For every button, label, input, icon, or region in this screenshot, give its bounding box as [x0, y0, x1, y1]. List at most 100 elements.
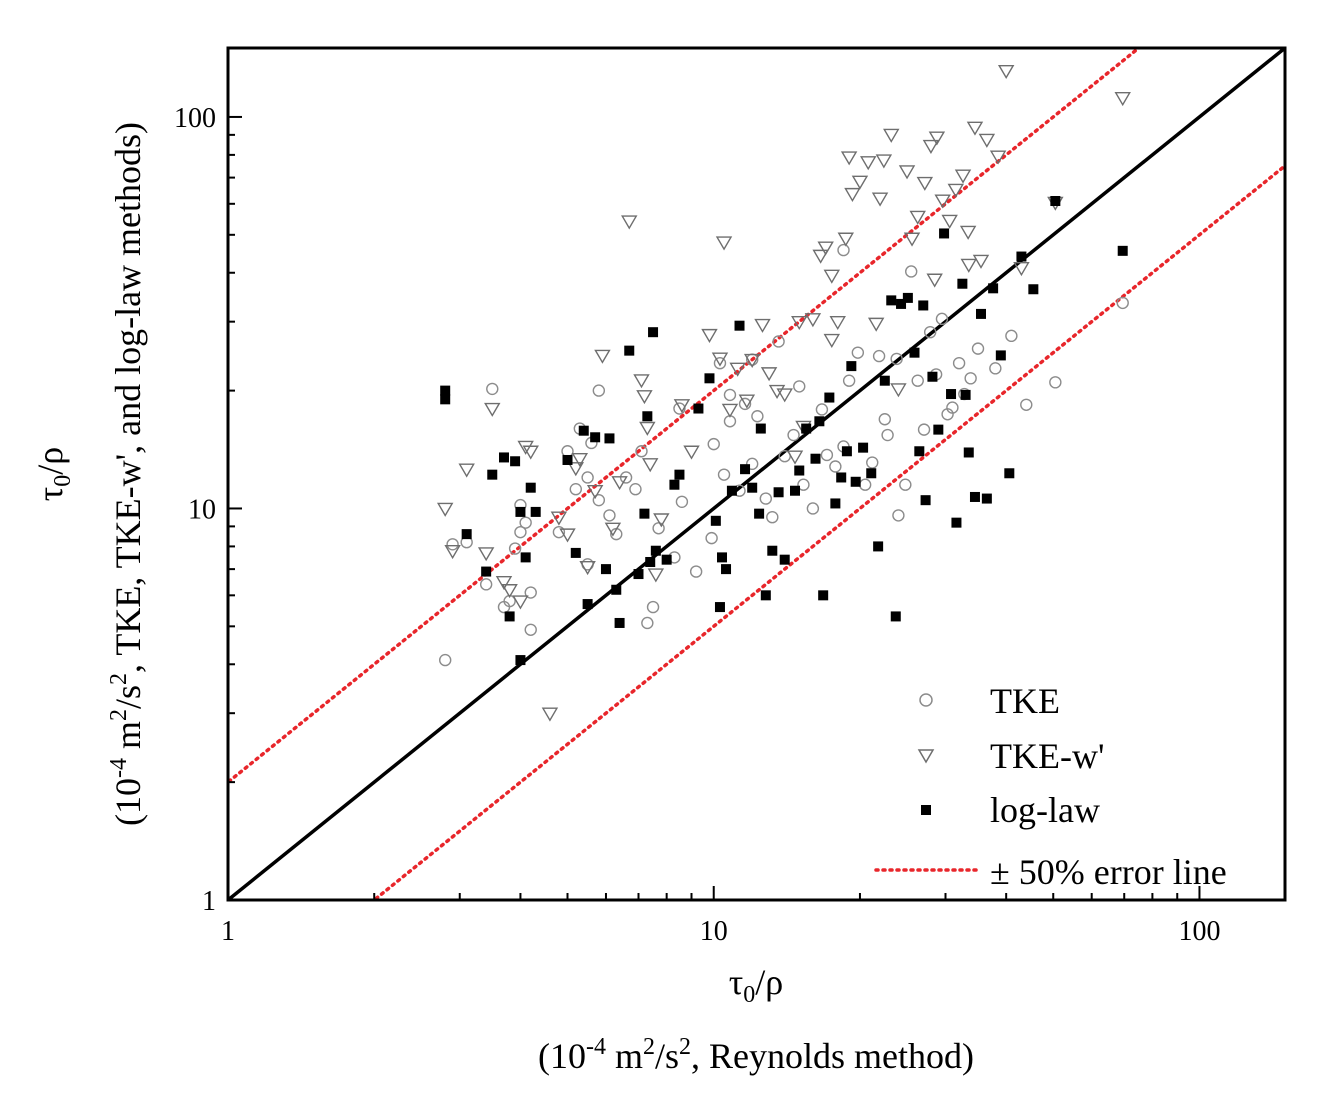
point-log-law: [773, 487, 784, 498]
point-tke-w: [823, 269, 841, 284]
point-tke: [751, 410, 764, 423]
point-tke-w: [683, 445, 700, 460]
point-tke-w: [890, 383, 907, 398]
point-tke: [842, 374, 856, 387]
point-tke: [603, 509, 616, 522]
point-tke: [438, 653, 452, 667]
point-log-law: [710, 515, 721, 526]
point-log-law: [639, 508, 650, 519]
point-log-law: [669, 479, 680, 490]
point-tke: [723, 388, 737, 402]
legend-label-tke: TKE: [990, 681, 1060, 721]
point-tke-w: [559, 528, 576, 543]
point-tke: [766, 510, 779, 524]
legend-label-error-line: ± 50% error line: [990, 852, 1227, 892]
point-log-law: [604, 433, 615, 444]
point-tke-w: [653, 513, 670, 528]
point-log-law: [755, 423, 766, 434]
point-log-law: [754, 508, 765, 519]
point-log-law: [801, 423, 812, 434]
point-log-law: [740, 464, 751, 475]
legend-marker-log-law: [921, 805, 931, 815]
point-log-law: [933, 424, 944, 435]
point-tke: [1005, 329, 1018, 343]
point-tke-w: [823, 333, 841, 348]
point-tke-w: [867, 317, 885, 332]
point-log-law: [890, 611, 901, 622]
point-tke: [923, 325, 937, 339]
point-tke: [552, 525, 566, 539]
point-tke-w: [743, 353, 761, 368]
point-log-law: [794, 465, 805, 476]
point-log-law: [481, 566, 492, 577]
point-tke: [569, 483, 582, 496]
point-tke: [793, 380, 806, 393]
point-log-law: [734, 320, 745, 331]
point-tke-w: [875, 154, 893, 169]
point-tke: [717, 468, 731, 481]
point-log-law: [920, 495, 931, 506]
point-log-law: [790, 485, 801, 496]
point-tke-w: [844, 187, 861, 203]
point-tke: [797, 478, 810, 491]
point-log-law: [963, 447, 974, 458]
point-tke: [829, 460, 842, 473]
point-log-law: [939, 228, 950, 239]
point-log-law: [836, 472, 847, 483]
point-log-law: [515, 506, 526, 517]
point-tke-w: [636, 390, 653, 405]
legend-marker-tke-w: [917, 749, 935, 764]
point-tke-w: [837, 232, 854, 247]
point-tke: [592, 493, 606, 507]
point-tke: [837, 243, 850, 257]
point-tke-w: [926, 273, 943, 288]
point-tke: [964, 372, 977, 385]
point-log-law: [570, 547, 581, 558]
point-tke-w: [883, 128, 900, 143]
point-tke: [866, 456, 879, 469]
point-tke: [707, 437, 720, 451]
point-log-law: [504, 611, 515, 622]
point-tke: [514, 525, 527, 539]
point-tke-w: [812, 249, 829, 264]
point-tke-w: [776, 388, 793, 403]
point-tke: [787, 428, 800, 442]
point-tke-w: [721, 403, 739, 418]
x-axis-units: (10-4 m2/s2, Reynolds method): [538, 1034, 974, 1076]
point-tke-w: [786, 450, 804, 465]
point-log-law: [721, 564, 732, 575]
point-tke: [989, 362, 1002, 375]
point-tke-w: [947, 183, 964, 198]
point-log-law: [988, 283, 999, 294]
point-tke-w: [959, 225, 977, 240]
point-log-law: [909, 347, 920, 358]
point-tke-w: [436, 502, 454, 517]
point-tke-w: [754, 318, 771, 333]
point-tke: [524, 586, 537, 599]
point-log-law: [841, 446, 852, 457]
point-tke-w: [760, 367, 778, 382]
point-tke-w: [817, 241, 834, 256]
point-log-law: [957, 278, 968, 289]
point-log-law: [946, 389, 957, 400]
point-tke-w: [791, 315, 808, 331]
point-tke-w: [804, 313, 822, 328]
point-tke-w: [928, 131, 946, 146]
point-log-law: [440, 394, 451, 405]
point-tke-w: [701, 328, 718, 344]
point-tke: [1116, 296, 1129, 310]
point-tke: [524, 623, 537, 636]
point-log-law: [824, 392, 835, 403]
point-tke: [689, 565, 703, 578]
point-tke-w: [715, 236, 733, 251]
point-tke-w: [922, 139, 940, 154]
point-log-law: [717, 552, 728, 563]
point-log-law: [611, 584, 622, 595]
point-log-law: [814, 416, 825, 427]
point-log-law: [520, 552, 531, 563]
point-log-law: [590, 432, 601, 443]
point-log-law: [927, 371, 938, 382]
point-log-law: [510, 456, 521, 467]
point-tke: [1020, 398, 1033, 411]
point-log-law: [818, 590, 829, 601]
